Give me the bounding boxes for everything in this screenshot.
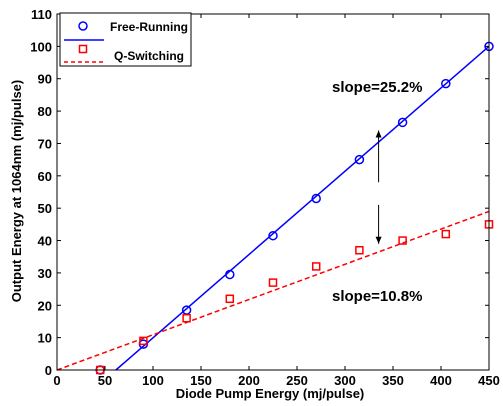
- x-axis-title: Diode Pump Energy (mj/pulse): [176, 386, 365, 401]
- annotation-free-running-slope: slope=25.2%: [332, 79, 422, 96]
- y-tick-label: 30: [38, 266, 52, 281]
- x-tick-label: 200: [238, 373, 260, 388]
- fit-line-q-switching: [56, 210, 490, 371]
- point-q-switching: [225, 294, 235, 304]
- point-q-switching: [268, 278, 278, 287]
- point-free-running: [397, 117, 408, 128]
- plot-frame: [56, 13, 490, 371]
- x-tick-label: 250: [286, 373, 308, 388]
- y-tick-label: 100: [30, 39, 52, 54]
- plot-layer: [56, 41, 494, 375]
- legend-marker-free-running: [78, 21, 88, 31]
- legend: Free-Running Q-Switching: [59, 12, 192, 67]
- y-tick-label: 80: [38, 104, 52, 119]
- y-tick-label: 110: [31, 7, 52, 22]
- y-tick-label: 10: [38, 331, 52, 346]
- annotation-q-switching-slope: slope=10.8%: [332, 288, 422, 305]
- x-tick-label: 350: [382, 373, 404, 388]
- y-tick-label: 0: [45, 363, 52, 378]
- point-q-switching: [355, 246, 364, 255]
- x-tick-label: 100: [142, 373, 164, 388]
- y-tick-label: 20: [38, 298, 52, 313]
- y-tick-label: 60: [38, 169, 52, 184]
- x-tick-label: 50: [98, 373, 112, 388]
- y-tick-label: 50: [38, 201, 52, 216]
- x-tick-label: 150: [190, 373, 212, 388]
- y-tick-label: 90: [38, 72, 52, 87]
- legend-marker-q-switching: [78, 44, 88, 54]
- legend-label-q-switching: Q-Switching: [114, 49, 184, 63]
- point-free-running: [268, 230, 278, 241]
- y-tick-label: 40: [38, 234, 52, 249]
- x-tick-label: 450: [478, 373, 500, 388]
- y-tick-label: 70: [38, 136, 52, 151]
- axes-layer: 0 50 100 150 200 250 300 350 400 450 0 10 20 30 40 50 60…: [30, 7, 500, 388]
- point-free-running: [225, 269, 235, 280]
- legend-label-free-running: Free-Running: [110, 20, 188, 34]
- y-axis-title: Output Energy at 1064nm (mj/pulse): [9, 80, 24, 303]
- point-free-running: [354, 154, 365, 165]
- x-tick-label: 300: [334, 373, 356, 388]
- fit-line-free-running: [115, 45, 490, 371]
- point-q-switching: [441, 229, 451, 239]
- point-q-switching: [311, 262, 321, 271]
- point-q-switching: [398, 236, 407, 245]
- point-free-running: [311, 193, 321, 204]
- annotation-arrowhead-free-running: [375, 130, 382, 138]
- point-q-switching: [139, 336, 148, 346]
- point-q-switching: [182, 313, 191, 323]
- x-tick-label: 400: [430, 373, 452, 388]
- x-tick-label: 0: [53, 373, 60, 388]
- point-free-running: [441, 78, 451, 89]
- annotation-arrowhead-q-switching: [375, 236, 382, 244]
